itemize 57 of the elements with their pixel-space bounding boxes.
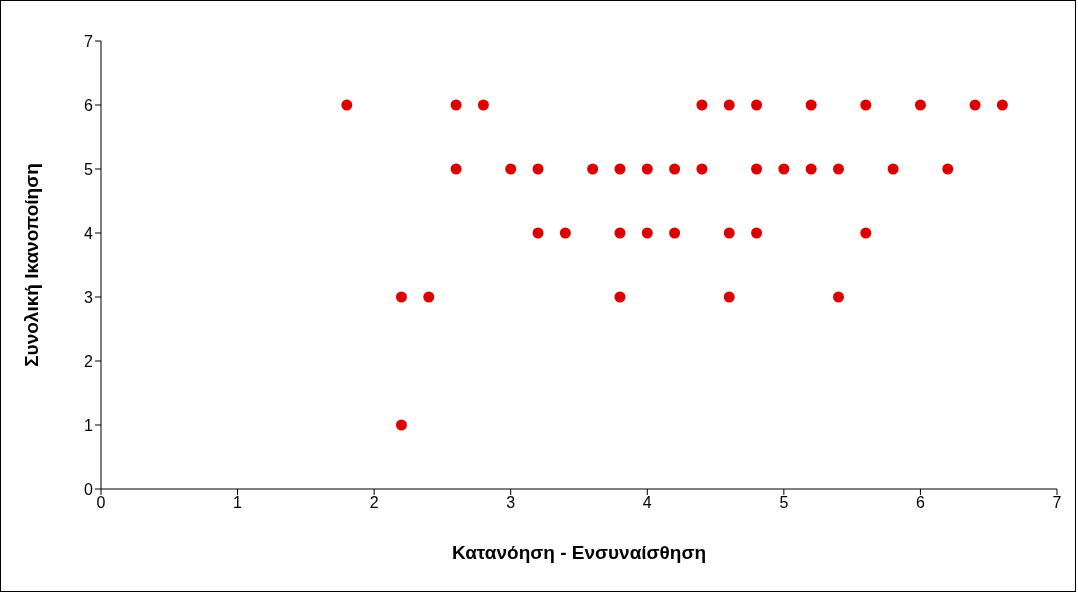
y-tick-label: 7 (84, 32, 94, 50)
point (887, 163, 899, 175)
x-tick-label: 4 (642, 494, 652, 512)
x-tick-label: 0 (96, 494, 106, 512)
point (969, 99, 981, 111)
point (696, 163, 708, 175)
point (450, 99, 462, 111)
point (805, 99, 817, 111)
x-tick-label: 5 (779, 494, 789, 512)
point (587, 163, 599, 175)
point (696, 99, 708, 111)
point (751, 227, 763, 239)
point (505, 163, 517, 175)
y-tick-label: 6 (84, 96, 94, 114)
point (341, 99, 353, 111)
point (532, 227, 544, 239)
point (641, 227, 653, 239)
y-tick-label: 2 (84, 352, 94, 370)
point (805, 163, 817, 175)
point (778, 163, 790, 175)
point (860, 99, 872, 111)
point (395, 291, 407, 303)
point (832, 291, 844, 303)
point (723, 291, 735, 303)
point (723, 99, 735, 111)
y-tick-label: 4 (84, 224, 94, 242)
point (614, 163, 626, 175)
point (860, 227, 872, 239)
x-tick-label: 6 (915, 494, 925, 512)
point (751, 99, 763, 111)
point (450, 163, 462, 175)
point (942, 163, 954, 175)
point (477, 99, 489, 111)
x-tick-label: 3 (506, 494, 516, 512)
y-tick-label: 5 (84, 160, 94, 178)
x-tick-label: 7 (1052, 494, 1062, 512)
point (669, 163, 681, 175)
point (532, 163, 544, 175)
y-tick-label: 3 (84, 288, 94, 306)
point (614, 227, 626, 239)
x-tick-label: 1 (233, 494, 243, 512)
point (641, 163, 653, 175)
point (723, 227, 735, 239)
point (914, 99, 926, 111)
point (614, 291, 626, 303)
point (832, 163, 844, 175)
point (423, 291, 435, 303)
point (751, 163, 763, 175)
y-tick-label: 0 (84, 480, 94, 498)
y-axis-title: Συνολική Ικανοποίηση (20, 163, 42, 367)
point (395, 419, 407, 431)
x-axis-title: Κατανόηση - Ενσυναίσθηση (451, 542, 707, 563)
point (669, 227, 681, 239)
x-tick-label: 2 (369, 494, 379, 512)
y-tick-label: 1 (84, 416, 94, 434)
point (996, 99, 1008, 111)
point (559, 227, 571, 239)
